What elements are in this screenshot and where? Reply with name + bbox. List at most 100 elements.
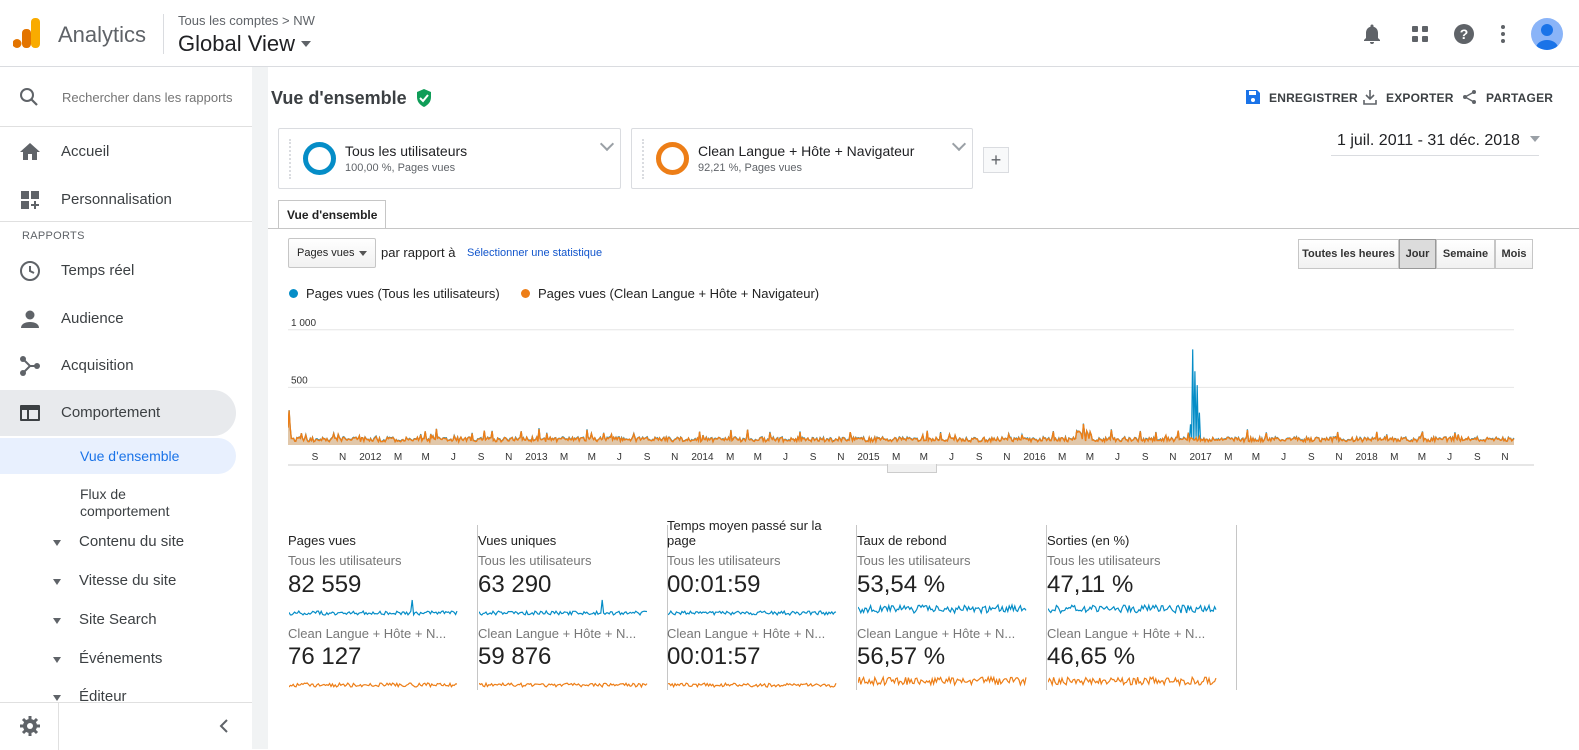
kpi-title: Sorties (en %) <box>1047 533 1130 548</box>
line-chart[interactable]: 1 000 500 S N 2012 M M J S N 2013 M M J S N 2014 M M J S N 201… <box>288 307 1534 467</box>
customization-icon <box>21 191 39 209</box>
kpi-scorecard[interactable]: Vues uniques Tous les utilisateurs 63 29… <box>478 525 668 690</box>
more-vert-icon[interactable] <box>1491 22 1515 46</box>
chevron-down-icon[interactable] <box>599 136 615 152</box>
chevron-down-icon[interactable] <box>951 136 967 152</box>
sidebar-item-behavior[interactable]: Comportement <box>0 390 236 436</box>
sidebar-subitem-label: Site Search <box>79 611 157 628</box>
x-tick-label: J <box>1281 452 1286 463</box>
sparkline-all-users <box>479 599 648 617</box>
legend-item-clean[interactable]: Pages vues (Clean Langue + Hôte + Naviga… <box>521 286 820 301</box>
gear-icon[interactable] <box>19 715 41 737</box>
help-icon[interactable]: ? <box>1452 22 1476 46</box>
report-search <box>0 67 252 127</box>
legend-dot <box>289 289 298 298</box>
sparkline-all-users <box>858 603 1027 615</box>
collapse-chevron-left-icon[interactable] <box>218 719 230 733</box>
sidebar-subitem-overview[interactable]: Vue d'ensemble <box>0 438 236 474</box>
export-label: EXPORTER <box>1386 91 1454 105</box>
x-tick-label: J <box>451 452 456 463</box>
metric-select[interactable]: Pages vues <box>288 238 376 268</box>
x-tick-label: N <box>671 452 678 463</box>
tab-overview[interactable]: Vue d'ensemble <box>278 200 387 229</box>
kpi-scorecard[interactable]: Pages vues Tous les utilisateurs 82 559 … <box>288 525 478 690</box>
sidebar-subitem-label: Vitesse du site <box>79 572 177 589</box>
segment-card-all-users[interactable]: Tous les utilisateurs 100,00 %, Pages vu… <box>278 128 621 189</box>
series-area-clean <box>288 410 1514 445</box>
kpi-scorecard[interactable]: Sorties (en %) Tous les utilisateurs 47,… <box>1047 525 1237 690</box>
segment-detail: 92,21 %, Pages vues <box>698 162 802 174</box>
legend-label: Pages vues (Clean Langue + Hôte + Naviga… <box>538 286 820 301</box>
apps-grid-icon[interactable] <box>1408 22 1432 46</box>
sidebar-item-home[interactable]: Accueil <box>0 129 236 175</box>
segment-detail: 100,00 %, Pages vues <box>345 162 456 174</box>
sidebar-subitem-site-search[interactable]: Site Search <box>0 611 236 635</box>
sidebar-subitem-publisher[interactable]: Éditeur <box>0 688 236 702</box>
user-avatar-icon <box>1536 24 1558 50</box>
drag-handle[interactable] <box>642 139 644 179</box>
x-tick-label: M <box>588 452 596 463</box>
analytics-logo[interactable] <box>13 18 41 48</box>
x-tick-label: M <box>1418 452 1426 463</box>
x-tick-label: J <box>783 452 788 463</box>
caret-down-icon <box>1529 136 1540 142</box>
sidebar-subitem-events[interactable]: Événements <box>0 650 236 674</box>
granularity-hourly[interactable]: Toutes les heures <box>1298 239 1399 269</box>
granularity-month[interactable]: Mois <box>1495 239 1533 269</box>
x-tick-label: N <box>837 452 844 463</box>
kpi-value: 76 127 <box>288 643 362 670</box>
download-icon <box>1363 90 1377 105</box>
kpi-value: 53,54 % <box>857 571 946 598</box>
legend-label: Pages vues (Tous les utilisateurs) <box>306 286 500 301</box>
date-underline <box>1331 155 1539 156</box>
x-tick-label: S <box>810 452 817 463</box>
legend-item-all-users[interactable]: Pages vues (Tous les utilisateurs) <box>289 286 500 301</box>
clock-icon <box>20 261 40 281</box>
share-button[interactable]: PARTAGER <box>1463 90 1553 105</box>
sidebar-subitem-site-content[interactable]: Contenu du site <box>0 533 236 557</box>
add-segment-button[interactable]: + <box>983 147 1009 173</box>
kpi-scorecard[interactable]: Temps moyen passé sur la page Tous les u… <box>667 518 857 690</box>
kpi-segment-label: Clean Langue + Hôte + N... <box>857 626 1016 641</box>
x-tick-label: M <box>1252 452 1260 463</box>
export-button[interactable]: EXPORTER <box>1363 90 1454 105</box>
date-range-picker[interactable]: 1 juil. 2011 - 31 déc. 2018 <box>1337 132 1540 150</box>
sidebar-subitem-label: comportement <box>80 503 170 519</box>
account-breadcrumb[interactable]: Tous les comptes > NW <box>178 13 315 28</box>
kpi-value: 82 559 <box>288 571 362 598</box>
x-tick-label: M <box>422 452 430 463</box>
expand-triangle-icon <box>53 579 61 585</box>
view-name: Global View <box>178 31 295 56</box>
save-button[interactable]: ENREGISTRER <box>1246 90 1358 105</box>
segment-card-clean[interactable]: Clean Langue + Hôte + Navigateur 92,21 %… <box>631 128 973 189</box>
y-tick-label: 500 <box>291 375 308 386</box>
kpi-title: Pages vues <box>288 533 356 548</box>
notifications-bell-icon[interactable] <box>1360 22 1384 46</box>
divider <box>58 703 59 750</box>
chart-resize-handle[interactable] <box>887 464 937 473</box>
series-area-all-users <box>288 349 1514 445</box>
app-name: Analytics <box>58 22 147 47</box>
sidebar-item-label: Temps réel <box>61 262 135 279</box>
account-avatar[interactable] <box>1531 18 1563 50</box>
sidebar-item-realtime[interactable]: Temps réel <box>0 248 236 294</box>
kpi-segment-label: Tous les utilisateurs <box>478 553 592 568</box>
granularity-day[interactable]: Jour <box>1399 239 1436 269</box>
search-input[interactable] <box>62 85 232 109</box>
sidebar-subitem-behavior-flow[interactable]: Flux de comportement <box>0 486 236 522</box>
x-tick-label: M <box>1224 452 1232 463</box>
sidebar-item-acquisition[interactable]: Acquisition <box>0 343 236 389</box>
x-tick-label: 2018 <box>1356 452 1379 463</box>
select-metric-link[interactable]: Sélectionner une statistique <box>467 247 603 259</box>
sidebar-item-audience[interactable]: Audience <box>0 296 236 342</box>
sidebar-item-customization[interactable]: Personnalisation <box>0 177 236 223</box>
kpi-scorecard[interactable]: Taux de rebond Tous les utilisateurs 53,… <box>857 525 1047 690</box>
drag-handle[interactable] <box>289 139 291 179</box>
view-selector[interactable]: Global View <box>178 31 311 57</box>
sidebar-subitem-site-speed[interactable]: Vitesse du site <box>0 572 236 596</box>
caret-down-icon <box>359 251 367 256</box>
x-tick-label: S <box>478 452 485 463</box>
granularity-week[interactable]: Semaine <box>1436 239 1495 269</box>
kpi-title: Vues uniques <box>478 533 557 548</box>
x-tick-label: 2016 <box>1023 452 1046 463</box>
